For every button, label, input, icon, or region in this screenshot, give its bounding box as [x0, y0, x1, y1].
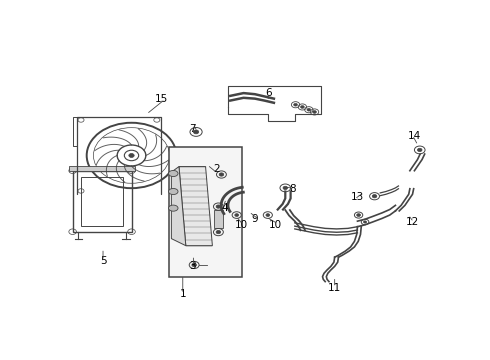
Circle shape: [192, 263, 196, 267]
Text: 9: 9: [251, 214, 258, 224]
Circle shape: [235, 214, 239, 216]
Polygon shape: [172, 167, 186, 246]
Circle shape: [307, 108, 311, 111]
Text: 14: 14: [408, 131, 421, 141]
Circle shape: [313, 111, 317, 113]
Circle shape: [216, 230, 220, 234]
Bar: [81, 177, 123, 226]
Circle shape: [417, 148, 422, 152]
Ellipse shape: [169, 170, 178, 176]
Text: 8: 8: [290, 184, 296, 194]
Circle shape: [283, 186, 288, 190]
Text: 5: 5: [99, 256, 106, 266]
Circle shape: [216, 205, 220, 208]
Circle shape: [357, 214, 361, 216]
Text: 3: 3: [189, 261, 196, 271]
Text: 10: 10: [269, 220, 282, 230]
Text: 7: 7: [189, 124, 196, 134]
Text: 15: 15: [155, 94, 169, 104]
Polygon shape: [179, 167, 212, 246]
Text: 6: 6: [265, 88, 271, 98]
Circle shape: [194, 130, 199, 134]
Bar: [170, 147, 242, 278]
Text: 11: 11: [328, 283, 342, 293]
Ellipse shape: [169, 205, 178, 211]
Circle shape: [300, 105, 304, 108]
Text: 12: 12: [406, 217, 419, 227]
Circle shape: [294, 103, 297, 106]
Text: 13: 13: [351, 192, 364, 202]
Text: 4: 4: [221, 203, 228, 213]
Circle shape: [372, 194, 377, 198]
Circle shape: [266, 214, 270, 216]
Circle shape: [129, 153, 134, 157]
Bar: [73, 171, 131, 232]
Text: 10: 10: [235, 220, 248, 230]
Text: 1: 1: [179, 289, 186, 299]
Circle shape: [364, 221, 367, 223]
Text: 2: 2: [214, 164, 220, 174]
Circle shape: [219, 173, 224, 176]
Bar: [69, 166, 135, 171]
Bar: [214, 210, 222, 228]
Ellipse shape: [169, 188, 178, 194]
